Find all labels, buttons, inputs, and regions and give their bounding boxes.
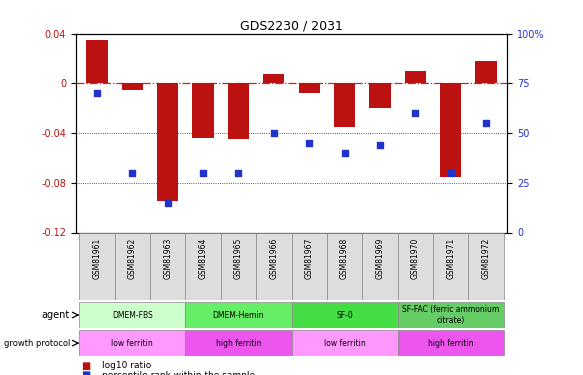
Bar [468,232,504,300]
Text: GSM81972: GSM81972 [482,238,490,279]
Bar [228,84,249,140]
Point [340,150,349,156]
Bar [122,84,143,90]
Text: log10 ratio: log10 ratio [102,361,151,370]
Text: GSM81962: GSM81962 [128,238,137,279]
Bar [398,232,433,300]
Text: growth protocol: growth protocol [3,339,70,348]
Bar [327,232,362,300]
Bar [292,232,327,300]
Text: GSM81963: GSM81963 [163,238,172,279]
Bar [256,232,292,300]
Bar [292,302,398,328]
Bar [185,232,221,300]
Text: low ferritin: low ferritin [324,339,366,348]
Point [234,170,243,176]
Bar [192,84,214,138]
Bar [115,232,150,300]
Bar [86,40,108,84]
Text: GSM81968: GSM81968 [340,238,349,279]
Bar [405,71,426,84]
Point [198,170,208,176]
Text: low ferritin: low ferritin [111,339,153,348]
Text: agent: agent [42,310,70,320]
Bar [440,84,461,177]
Bar [221,232,256,300]
Bar [150,232,185,300]
Text: DMEM-Hemin: DMEM-Hemin [213,310,264,320]
Text: percentile rank within the sample: percentile rank within the sample [102,370,255,375]
Text: GSM81965: GSM81965 [234,238,243,279]
Bar [369,84,391,108]
Bar [185,302,292,328]
Text: ■: ■ [82,361,94,370]
Text: GSM81966: GSM81966 [269,238,278,279]
Bar [185,330,292,356]
Bar [362,232,398,300]
Bar [292,330,398,356]
Point [375,142,385,148]
Bar [334,84,355,127]
Point [410,110,420,116]
Point [304,140,314,146]
Bar [263,74,285,84]
Text: GSM81971: GSM81971 [446,238,455,279]
Bar [79,232,115,300]
Bar [433,232,468,300]
Text: GSM81964: GSM81964 [199,238,208,279]
Point [128,170,137,176]
Bar [398,330,504,356]
Text: high ferritin: high ferritin [428,339,473,348]
Text: GSM81961: GSM81961 [93,238,101,279]
Title: GDS2230 / 2031: GDS2230 / 2031 [240,20,343,33]
Point [482,120,491,126]
Text: SF-FAC (ferric ammonium
citrate): SF-FAC (ferric ammonium citrate) [402,305,499,325]
Bar [475,61,497,84]
Bar [79,302,185,328]
Bar [79,330,185,356]
Point [92,90,101,96]
Bar [157,84,178,201]
Point [163,200,173,206]
Bar [298,84,320,93]
Bar [398,302,504,328]
Text: SF-0: SF-0 [336,310,353,320]
Point [269,130,279,136]
Text: GSM81967: GSM81967 [305,238,314,279]
Text: GSM81969: GSM81969 [375,238,384,279]
Text: high ferritin: high ferritin [216,339,261,348]
Text: ■: ■ [82,370,94,375]
Text: DMEM-FBS: DMEM-FBS [112,310,153,320]
Point [446,170,455,176]
Text: GSM81970: GSM81970 [411,238,420,279]
